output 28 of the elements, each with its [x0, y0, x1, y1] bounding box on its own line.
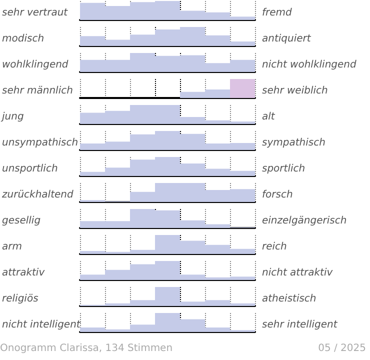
text: arm — [2, 242, 22, 252]
text: modisch — [2, 34, 44, 44]
text: sehr intelligent — [262, 320, 338, 330]
text: forsch — [262, 190, 293, 200]
text: alt — [262, 112, 276, 122]
text: attraktiv — [2, 268, 46, 278]
text: fremd — [262, 8, 293, 18]
annotation: nicht intelligent — [2, 320, 82, 330]
text: nicht wohlklingend — [262, 60, 357, 70]
text: sportlich — [262, 164, 306, 174]
text: gesellig — [2, 216, 41, 226]
text: jung — [0, 112, 24, 122]
text: wohlklingend — [2, 60, 69, 70]
text: 05 / 2025 — [318, 343, 366, 354]
text: religiös — [2, 294, 38, 304]
text: antiquiert — [262, 34, 312, 44]
text: Onogramm Clarissa, 134 Stimmen — [0, 343, 173, 354]
text: sehr vertraut — [2, 8, 69, 18]
text: nicht attraktiv — [262, 268, 334, 278]
text: zurückhaltend — [1, 190, 74, 200]
text: atheistisch — [262, 294, 316, 304]
text: einzelgängerisch — [262, 216, 347, 226]
text: unsportlich — [2, 164, 58, 174]
text: unsympathisch — [2, 138, 78, 148]
text: sympathisch — [262, 138, 326, 148]
text: sehr männlich — [2, 86, 73, 96]
text: reich — [262, 242, 287, 252]
text: sehr weiblich — [262, 86, 328, 96]
